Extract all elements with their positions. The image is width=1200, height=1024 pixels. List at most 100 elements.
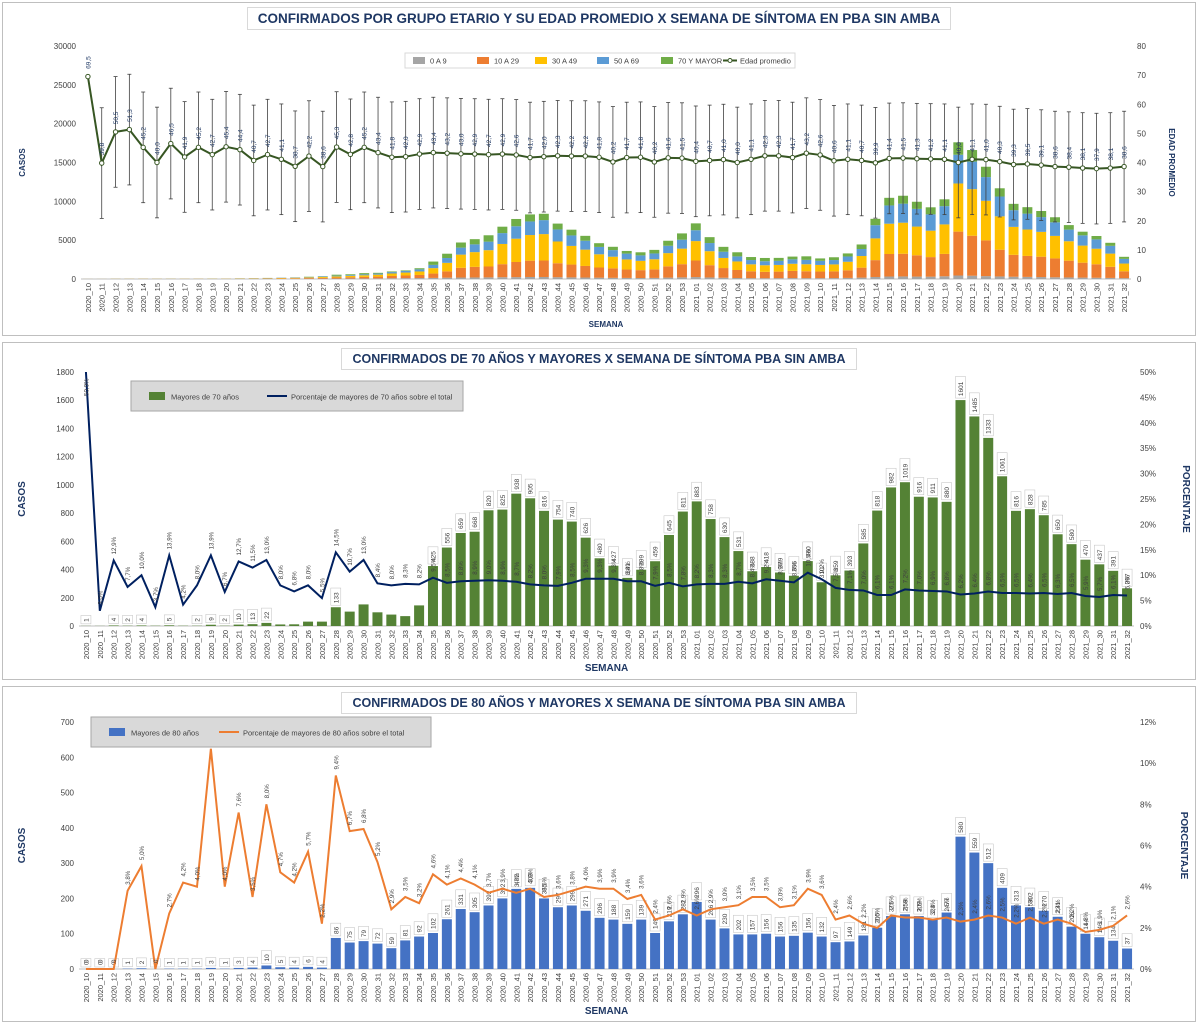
bar (289, 967, 300, 969)
x-tick-label: 2020_24 (276, 630, 285, 659)
percentage-label: 4,0% (583, 866, 590, 881)
percentage-label: 2,6% (847, 895, 854, 910)
bar-segment (1105, 245, 1116, 254)
bar-segment (649, 253, 660, 260)
data-label: 1 (181, 961, 188, 965)
bar-segment (400, 272, 411, 276)
data-label: 42,3 (555, 135, 562, 148)
bar-segment (566, 229, 577, 236)
bar-segment (373, 273, 384, 275)
bar (997, 887, 1008, 969)
bar-segment (345, 277, 356, 279)
line-point (568, 153, 575, 159)
bar-segment (1022, 229, 1033, 256)
bar-segment (856, 244, 867, 250)
bar-segment (884, 223, 895, 254)
bar (1052, 916, 1063, 969)
line-point (320, 163, 326, 170)
data-label: 42,2 (583, 135, 590, 148)
x-tick-label: 2020_16 (165, 630, 174, 659)
x-tick-label: 2021_01 (692, 283, 701, 312)
x-tick-label: 2021_24 (1012, 973, 1021, 1002)
x-tick-label: 2020_45 (568, 630, 577, 659)
percentage-label: 2,5% (916, 897, 923, 912)
percentage-label: 13,9% (167, 531, 174, 549)
x-tick-label: 2021_25 (1026, 973, 1035, 1002)
percentage-label: 7,2% (902, 569, 909, 584)
percentage-label: 50,0% (83, 378, 90, 396)
percentage-label: 1,9% (1097, 909, 1104, 924)
bar-segment (732, 261, 743, 270)
data-label-box (774, 553, 786, 571)
y2-tick-label: 10% (1140, 759, 1156, 768)
data-label-box (538, 491, 550, 510)
bar-segment (359, 276, 370, 279)
percentage-label: 8,6% (791, 562, 798, 577)
bar-segment (870, 238, 881, 261)
x-tick-label: 2021_32 (1123, 973, 1132, 1002)
data-label-box (247, 956, 258, 966)
line-point (914, 156, 920, 162)
percentage-label: 4,1% (472, 864, 479, 879)
x-tick-label: 2020_31 (373, 973, 382, 1002)
percentage-label: 2,5% (944, 897, 951, 912)
x-tick-label: 2020_46 (581, 283, 590, 312)
x-tick-label: 2021_16 (901, 630, 910, 659)
x-tick-label: 2021_07 (776, 630, 785, 659)
percentage-label: 2,9% (680, 889, 687, 904)
bar-segment (663, 245, 674, 254)
line-point (264, 151, 271, 158)
data-label: 202 (736, 919, 743, 930)
x-tick-label: 2020_24 (276, 973, 285, 1002)
data-label: 42,6 (514, 134, 521, 147)
bar-segment (483, 241, 494, 251)
data-label: 13 (250, 613, 257, 621)
bar-segment (828, 278, 839, 279)
legend-swatch (109, 728, 125, 736)
x-tick-label: 2020_10 (82, 630, 91, 659)
x-tick-label: 2020_25 (291, 283, 300, 312)
x-tick-label: 2020_22 (249, 973, 258, 1002)
data-label: 1333 (986, 419, 993, 434)
percentage-label: 3,9% (805, 868, 812, 883)
bar-segment (414, 278, 425, 279)
y2-tick-label: 20 (1137, 217, 1146, 226)
percentage-label: 0 (97, 959, 104, 963)
bar (511, 888, 522, 969)
data-label: 41,1 (942, 139, 949, 152)
data-label: 42,7 (210, 134, 217, 147)
percentage-label: 3,5% (764, 876, 771, 891)
data-label: 358 (902, 899, 909, 910)
percentage-label: 11,5% (250, 544, 257, 562)
x-tick-label: 2021_21 (968, 283, 977, 312)
x-tick-label: 2020_50 (637, 630, 646, 659)
x-tick-label: 2021_32 (1120, 283, 1129, 312)
percentage-label: 5,0% (139, 845, 146, 860)
bar (872, 927, 883, 969)
x-tick-label: 2020_52 (665, 973, 674, 1002)
data-label: 626 (583, 522, 590, 533)
y2-tick-label: 35% (1140, 444, 1156, 453)
line-point (1066, 164, 1072, 170)
data-label-box (969, 392, 980, 415)
bar-segment (373, 276, 384, 279)
data-label: 402 (514, 874, 521, 885)
data-label: 1019 (902, 463, 909, 478)
data-label: 883 (694, 486, 701, 497)
data-label-box (413, 921, 425, 935)
bar (247, 624, 258, 626)
data-label: 359 (833, 560, 840, 571)
bar-segment (842, 256, 853, 262)
bar (608, 565, 619, 626)
bar (261, 965, 272, 969)
bar-segment (469, 252, 480, 267)
x-tick-label: 2021_16 (901, 973, 910, 1002)
x-tick-label: 2020_15 (151, 630, 160, 659)
data-label: 81 (403, 929, 410, 937)
data-label: 418 (764, 552, 771, 563)
bar-segment (1063, 241, 1074, 261)
bar-segment (1105, 253, 1116, 267)
bar-segment (732, 252, 743, 257)
bar (511, 493, 522, 626)
bar-segment (566, 245, 577, 265)
